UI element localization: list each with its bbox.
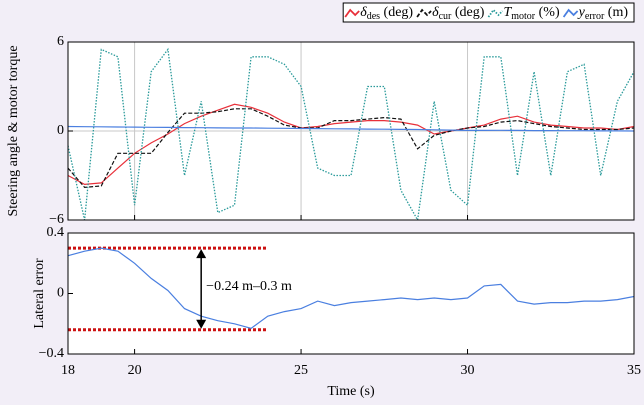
legend-item: yerror (m) (562, 5, 629, 22)
legend-label: δcur (deg) (432, 5, 485, 22)
series-line (68, 247, 634, 329)
arrow-head (196, 249, 207, 259)
y-axis-label: Steering angle & motor torque (6, 45, 21, 216)
y-tick-label: 6 (57, 34, 64, 49)
legend-item: Tmotor (%) (487, 5, 560, 22)
legend-marker (562, 8, 579, 18)
plot-area (68, 233, 634, 354)
x-tick-label: 20 (128, 363, 142, 378)
plot-frame (67, 232, 635, 355)
plot-frame (67, 41, 635, 221)
legend-marker (487, 8, 504, 18)
y-tick-label: 0.4 (47, 225, 65, 240)
y-tick-label: 0 (57, 123, 64, 138)
series-line (68, 125, 634, 132)
series-line (68, 47, 634, 220)
y-tick-label: −6 (49, 212, 64, 227)
y-tick-label: 0 (57, 286, 64, 301)
series-line (68, 103, 634, 186)
legend-item: δcur (deg) (416, 5, 485, 22)
x-tick-label: 35 (627, 363, 641, 378)
legend-box (342, 2, 635, 23)
legend-label: δdes (deg) (360, 5, 413, 22)
legend-marker (344, 8, 360, 18)
legend-marker (416, 8, 432, 18)
y-tick-label: −0.4 (39, 346, 64, 361)
series-line (68, 108, 634, 189)
arrow-head (196, 319, 207, 329)
annotation: −0.24 m–0.3 m (206, 279, 292, 294)
x-axis-label: Time (s) (327, 384, 375, 399)
legend: δdes (deg) δcur (deg) Tmotor (%) yerror (m) (342, 2, 635, 23)
y-axis-label: Lateral error (32, 258, 47, 329)
legend-item: δdes (deg) (344, 5, 413, 22)
x-tick-label: 18 (61, 363, 75, 378)
legend-label: Tmotor (%) (503, 5, 560, 22)
x-tick-label: 25 (294, 363, 308, 378)
legend-label: yerror (m) (577, 5, 629, 22)
x-tick-label: 30 (461, 363, 475, 378)
